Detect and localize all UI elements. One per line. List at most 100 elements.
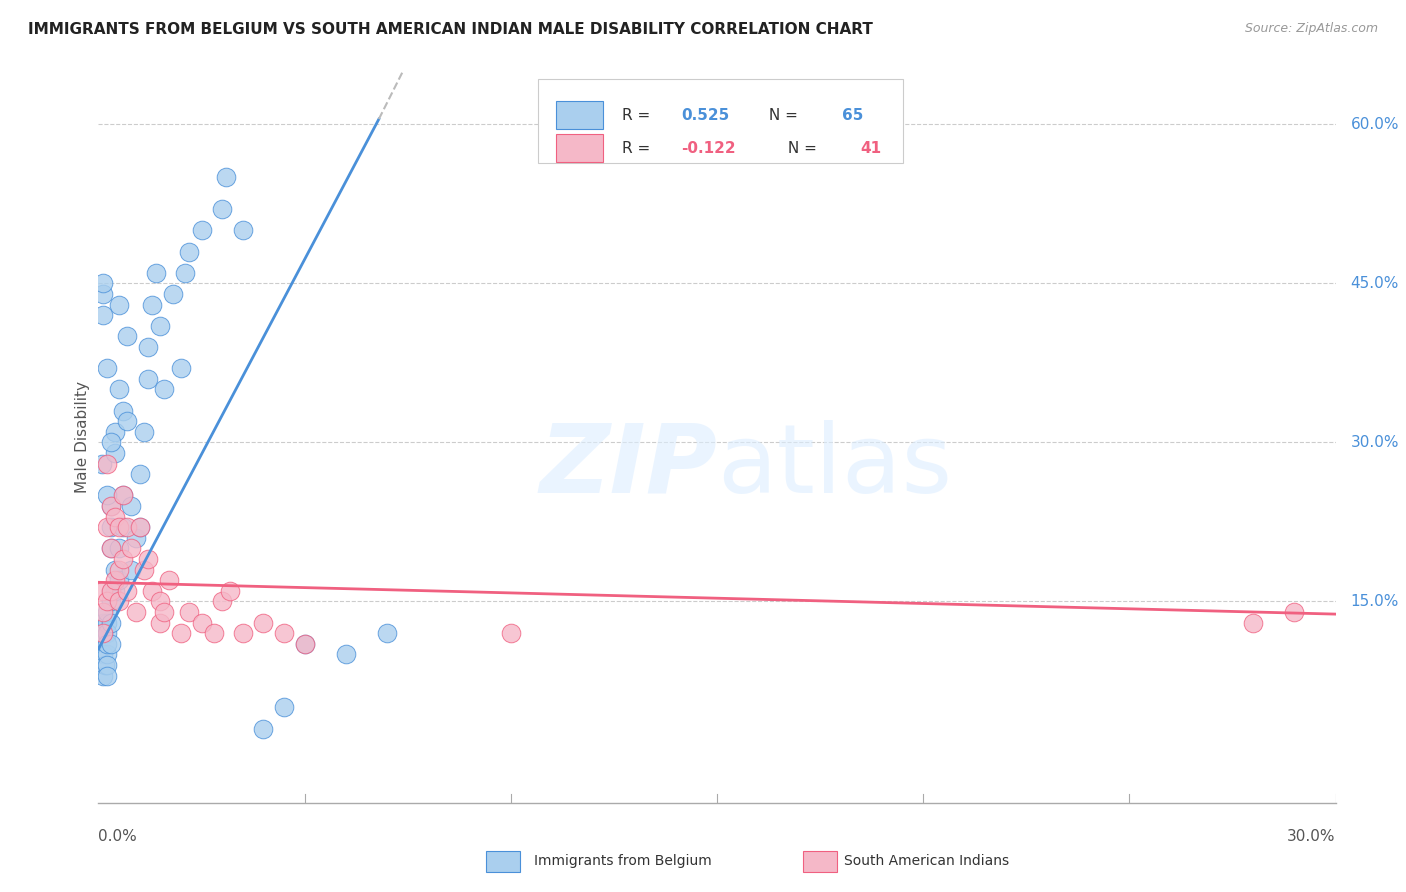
Point — [108, 297, 131, 311]
Point — [170, 361, 193, 376]
Point — [232, 626, 254, 640]
Point — [100, 499, 122, 513]
Point — [96, 648, 118, 662]
Point — [335, 648, 357, 662]
Point — [273, 700, 295, 714]
Text: -0.122: -0.122 — [681, 141, 735, 156]
Point — [93, 658, 115, 673]
Point — [108, 594, 131, 608]
Text: 0.525: 0.525 — [681, 108, 730, 123]
Point — [136, 552, 159, 566]
Point — [294, 637, 316, 651]
Text: N =: N = — [763, 108, 803, 123]
Point — [120, 541, 142, 556]
Point — [128, 520, 150, 534]
Text: 30.0%: 30.0% — [1351, 435, 1399, 450]
Text: Source: ZipAtlas.com: Source: ZipAtlas.com — [1244, 22, 1378, 36]
Point — [100, 637, 122, 651]
Point — [96, 615, 118, 630]
Text: 65: 65 — [842, 108, 863, 123]
Point — [174, 266, 197, 280]
Point — [211, 594, 233, 608]
Y-axis label: Male Disability: Male Disability — [75, 381, 90, 493]
Point — [108, 520, 131, 534]
Point — [96, 605, 118, 619]
Point — [132, 425, 155, 439]
Point — [91, 277, 114, 291]
Text: atlas: atlas — [717, 420, 952, 513]
Point — [215, 170, 238, 185]
Point — [100, 541, 122, 556]
Bar — [803, 851, 837, 872]
Text: 41: 41 — [860, 141, 882, 156]
Text: 45.0%: 45.0% — [1351, 276, 1399, 291]
Point — [120, 499, 142, 513]
Point — [112, 520, 135, 534]
FancyBboxPatch shape — [557, 135, 603, 162]
Point — [252, 722, 274, 736]
Point — [128, 467, 150, 482]
Text: R =: R = — [621, 108, 655, 123]
Point — [91, 626, 114, 640]
Point — [100, 594, 122, 608]
Point — [104, 583, 127, 598]
Point — [91, 615, 114, 630]
Point — [190, 223, 212, 237]
FancyBboxPatch shape — [557, 102, 603, 129]
Point — [219, 583, 242, 598]
Point — [153, 383, 176, 397]
Point — [179, 244, 201, 259]
Text: R =: R = — [621, 141, 655, 156]
Point — [96, 658, 118, 673]
Point — [108, 563, 131, 577]
Point — [124, 531, 146, 545]
Point — [252, 615, 274, 630]
Point — [149, 594, 172, 608]
Point — [136, 340, 159, 354]
Point — [1284, 605, 1306, 619]
Text: South American Indians: South American Indians — [844, 854, 1008, 868]
Point — [93, 626, 115, 640]
Point — [100, 541, 122, 556]
Point — [211, 202, 233, 216]
Point — [117, 583, 139, 598]
Point — [100, 583, 122, 598]
Point — [190, 615, 212, 630]
Point — [104, 425, 127, 439]
Point — [91, 287, 114, 301]
Point — [96, 457, 118, 471]
Point — [100, 520, 122, 534]
Point — [96, 520, 118, 534]
Point — [149, 318, 172, 333]
Point — [162, 287, 184, 301]
Point — [90, 457, 112, 471]
Point — [202, 626, 225, 640]
Point — [104, 446, 127, 460]
Point — [100, 435, 122, 450]
Point — [104, 573, 127, 587]
Point — [499, 626, 522, 640]
Point — [96, 361, 118, 376]
Point — [170, 626, 193, 640]
Point — [157, 573, 180, 587]
Point — [117, 414, 139, 428]
Bar — [486, 851, 520, 872]
Point — [96, 668, 118, 682]
FancyBboxPatch shape — [537, 78, 903, 162]
Point — [128, 520, 150, 534]
Point — [91, 668, 114, 682]
Point — [100, 615, 122, 630]
Text: Immigrants from Belgium: Immigrants from Belgium — [534, 854, 711, 868]
Text: 30.0%: 30.0% — [1288, 830, 1336, 845]
Point — [112, 488, 135, 502]
Point — [108, 573, 131, 587]
Point — [91, 648, 114, 662]
Point — [120, 563, 142, 577]
Point — [117, 329, 139, 343]
Point — [141, 297, 163, 311]
Point — [100, 499, 122, 513]
Text: 60.0%: 60.0% — [1351, 117, 1399, 132]
Point — [112, 488, 135, 502]
Text: ZIP: ZIP — [538, 420, 717, 513]
Point — [112, 403, 135, 417]
